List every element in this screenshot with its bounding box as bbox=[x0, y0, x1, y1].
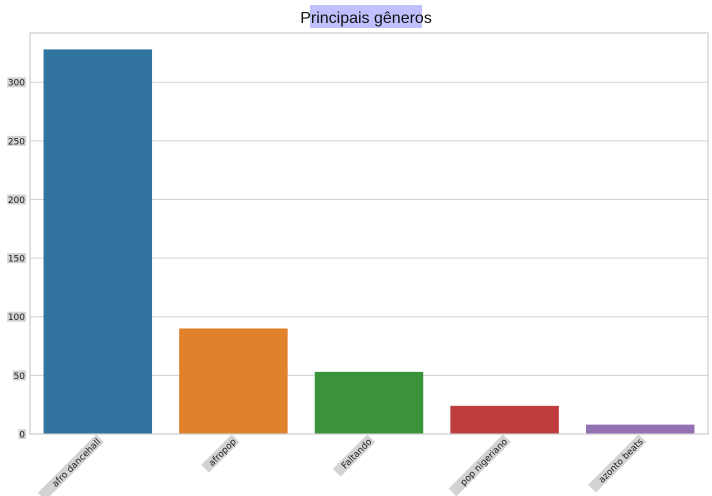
y-tick-label: 100 bbox=[8, 313, 25, 323]
y-tick-label: 200 bbox=[8, 196, 25, 206]
y-tick-label-background bbox=[7, 311, 26, 322]
x-tick-label-background bbox=[201, 434, 240, 473]
plot-frame bbox=[29, 32, 709, 435]
bar-azonto-beats bbox=[585, 424, 695, 434]
x-tick-label-background bbox=[37, 434, 104, 496]
title-background bbox=[310, 5, 422, 28]
x-tick-group: afropop bbox=[201, 434, 240, 473]
y-tick-label: 250 bbox=[8, 137, 25, 147]
x-tick-group: afro dancehall bbox=[37, 434, 104, 496]
y-tick-label: 150 bbox=[8, 255, 25, 265]
y-tick-label: 50 bbox=[14, 372, 26, 382]
x-tick-label-background bbox=[588, 434, 647, 493]
y-tick-label-background bbox=[18, 429, 26, 439]
y-tick-label: 0 bbox=[19, 431, 25, 441]
x-tick-group: Faltando bbox=[332, 434, 376, 477]
bar-faltando bbox=[314, 371, 424, 434]
bars bbox=[43, 49, 695, 435]
bar-afro-dancehall bbox=[43, 49, 153, 435]
y-tick-label-background bbox=[12, 370, 26, 381]
x-tick-group: azonto beats bbox=[588, 434, 647, 493]
chart-title: Principais gêneros bbox=[300, 10, 432, 27]
x-axis: afro dancehall afropop Faltando pop nigeria… bbox=[37, 434, 647, 496]
y-tick-label-background bbox=[7, 194, 26, 205]
bar-afropop bbox=[179, 328, 288, 434]
y-tick-label-background bbox=[7, 135, 26, 146]
x-tick-label: Faltando bbox=[340, 437, 375, 472]
x-tick-label: afro dancehall bbox=[51, 437, 103, 489]
x-tick-group: pop nigeriano bbox=[448, 434, 511, 496]
bar-pop-nigeriano bbox=[450, 405, 559, 434]
x-tick-label: pop nigeriano bbox=[459, 437, 510, 488]
x-tick-label: azonto beats bbox=[597, 437, 646, 486]
x-tick-label: afropop bbox=[207, 437, 239, 469]
y-axis: 0 50 100 150 200 250 300 bbox=[7, 77, 26, 441]
x-tick-label-background bbox=[332, 434, 376, 477]
y-tick-label-background bbox=[7, 77, 26, 88]
y-tick-label: 300 bbox=[8, 79, 25, 89]
y-tick-label-background bbox=[7, 253, 26, 264]
x-tick-label-background bbox=[448, 434, 511, 496]
